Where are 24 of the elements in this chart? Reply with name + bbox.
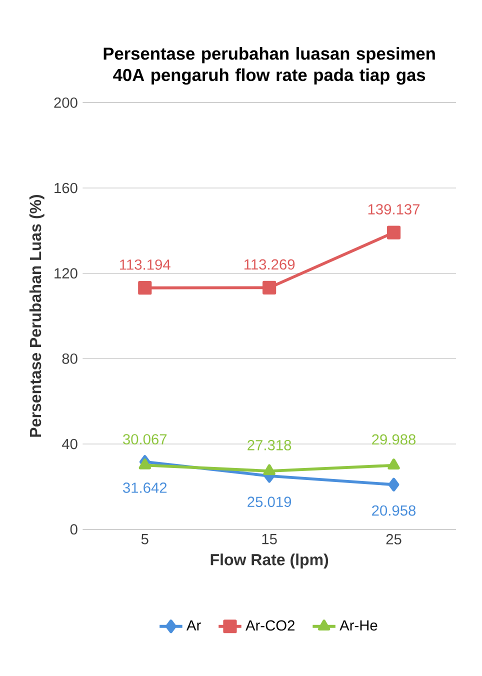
y-axis-title: Persentase Perubahan Luas (%) [29,195,44,437]
data-label: 25.019 [248,496,292,508]
y-tick-label: 40 [62,438,78,450]
data-label: 113.194 [120,259,170,270]
chart-title: Persentase perubahan luasan spesimen 40A pengaruh flow rate pada tiap gas [104,47,435,85]
y-tick-label: 0 [70,524,78,535]
data-label: 30.067 [123,434,167,444]
x-tick-label: 25 [386,534,402,544]
legend-label: Ar-He [340,620,378,631]
y-tick-label: 120 [54,268,78,279]
legend-label: Ar-CO2 [246,620,294,631]
y-tick-label: 160 [54,182,78,194]
data-label: 31.642 [123,482,167,493]
data-label: 139.137 [368,204,420,214]
x-tick-label: 15 [262,534,277,544]
y-tick-label: 200 [54,98,78,108]
legend-label: Ar [186,620,201,630]
data-label: 113.269 [244,259,295,270]
x-tick-label: 5 [141,534,148,544]
data-label: 20.958 [372,505,416,516]
y-tick-label: 80 [62,353,78,364]
data-label: 29.988 [372,434,416,445]
data-label: 27.318 [248,440,292,450]
x-axis-title: Flow Rate (lpm) [210,554,328,568]
